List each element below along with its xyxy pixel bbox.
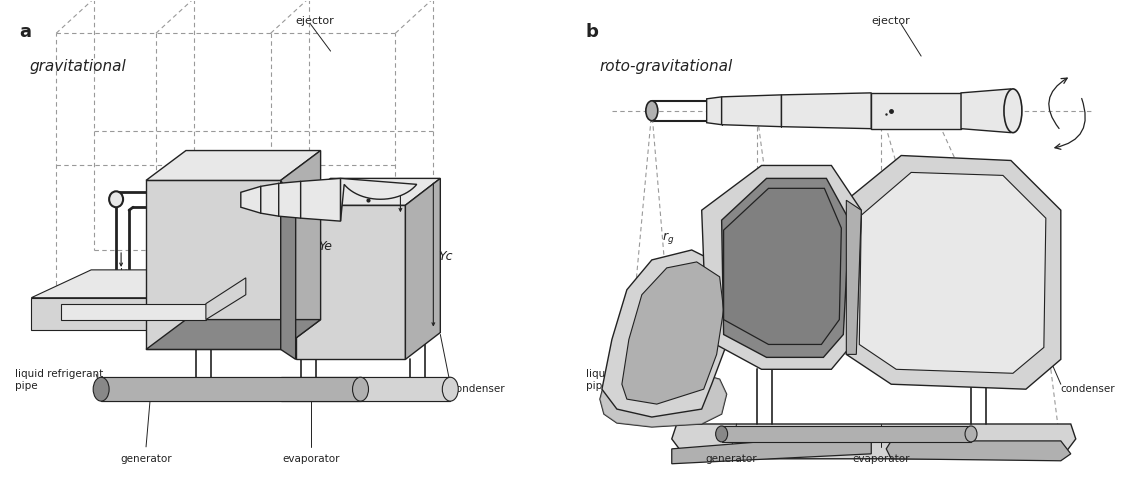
Text: ejector: ejector [871,16,910,26]
Polygon shape [706,97,721,125]
Text: liquid refrigerant: liquid refrigerant [586,369,674,379]
Ellipse shape [965,426,977,442]
Polygon shape [860,173,1046,373]
Text: Yg: Yg [218,310,231,319]
Text: $r_e$: $r_e$ [772,200,784,214]
Text: roto-gravitational: roto-gravitational [600,59,733,74]
Polygon shape [146,150,320,180]
Polygon shape [886,441,1071,461]
Polygon shape [721,426,972,442]
Text: generator: generator [705,454,758,464]
Polygon shape [296,178,440,205]
Polygon shape [721,178,849,357]
Text: gravitational: gravitational [30,59,126,74]
Polygon shape [281,377,450,401]
Polygon shape [724,188,841,345]
Polygon shape [281,150,320,350]
Ellipse shape [94,377,109,401]
Text: pipe: pipe [15,381,38,391]
Polygon shape [782,93,871,129]
Polygon shape [871,93,961,129]
Text: condenser: condenser [450,384,505,394]
Polygon shape [622,262,724,404]
Ellipse shape [352,377,368,401]
Polygon shape [279,181,301,218]
Polygon shape [846,200,862,354]
Text: liquid refrigerant: liquid refrigerant [15,369,104,379]
Text: ejector: ejector [296,16,335,26]
Polygon shape [31,270,256,298]
Ellipse shape [1004,89,1022,133]
Polygon shape [341,178,417,221]
Text: a: a [19,23,31,41]
Polygon shape [846,155,1061,389]
Polygon shape [101,377,360,401]
Text: $r_g$: $r_g$ [662,230,674,246]
Polygon shape [281,180,296,359]
Ellipse shape [646,101,657,121]
Polygon shape [702,166,862,369]
Polygon shape [296,205,406,359]
Ellipse shape [716,426,728,442]
Text: condenser: condenser [1061,384,1116,394]
Polygon shape [602,250,732,417]
Text: evaporator: evaporator [282,454,339,464]
Text: generator: generator [120,454,171,464]
Polygon shape [146,319,320,350]
Polygon shape [672,424,1076,459]
Polygon shape [216,270,256,329]
Ellipse shape [109,191,123,207]
Polygon shape [600,369,727,427]
Polygon shape [206,278,246,319]
Ellipse shape [442,377,458,401]
Polygon shape [721,95,782,127]
Text: b: b [586,23,599,41]
Polygon shape [261,183,279,216]
Polygon shape [406,178,440,359]
Polygon shape [31,298,216,329]
Polygon shape [672,441,871,464]
Text: Ye: Ye [319,240,333,253]
Polygon shape [600,369,727,427]
Text: evaporator: evaporator [853,454,910,464]
Polygon shape [146,180,281,350]
Polygon shape [241,186,261,213]
Text: pipe: pipe [586,381,608,391]
Text: $r_c$: $r_c$ [911,195,924,210]
Polygon shape [301,178,341,221]
Text: Yc: Yc [438,250,453,263]
Polygon shape [62,304,206,319]
Polygon shape [961,89,1010,133]
